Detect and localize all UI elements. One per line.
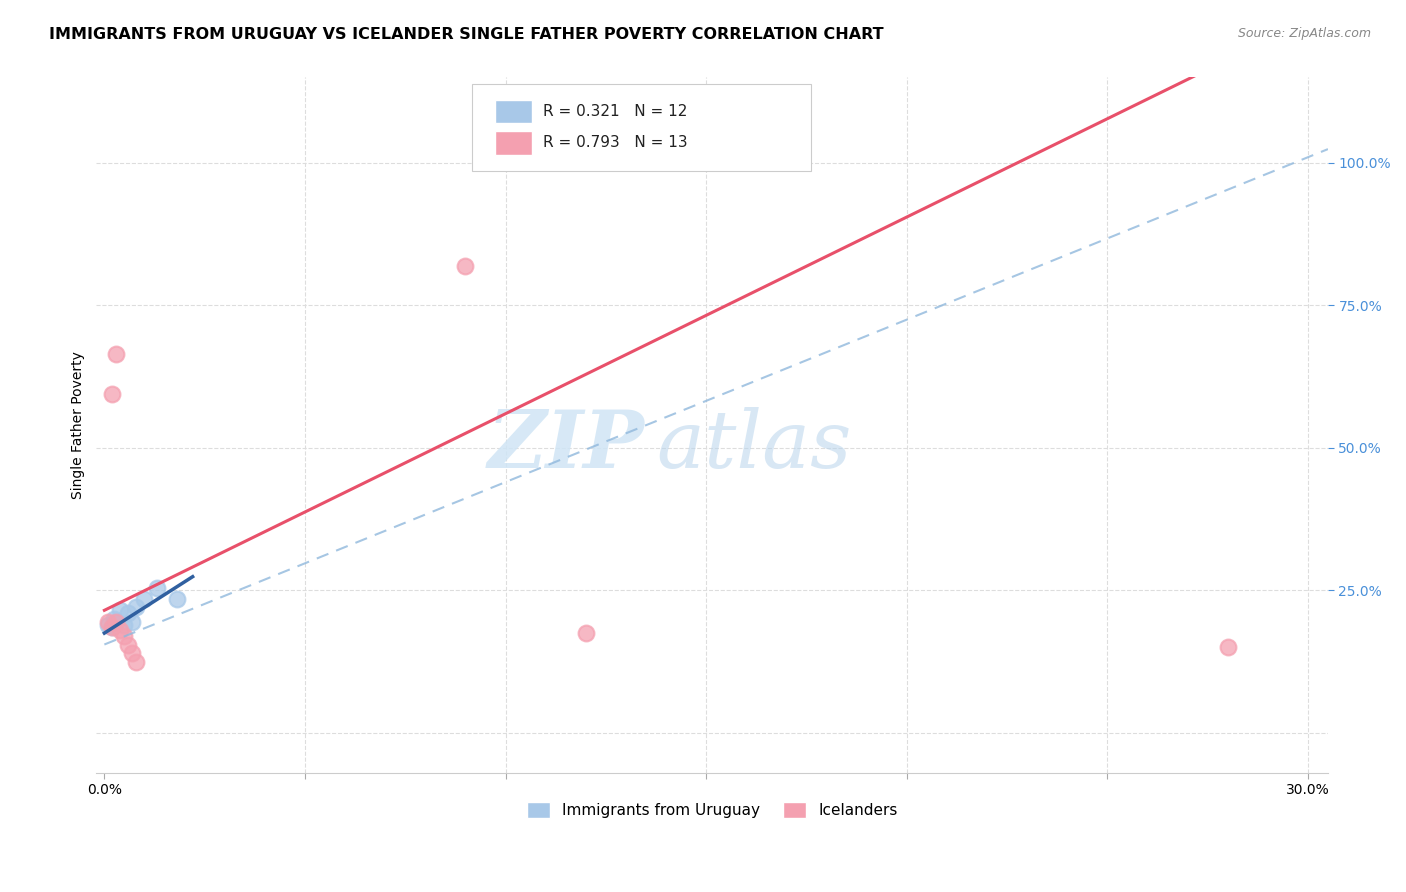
Point: [114, 617, 136, 632]
Point: [105, 615, 128, 629]
Point: [166, 591, 188, 606]
Point: [125, 600, 148, 615]
FancyBboxPatch shape: [472, 85, 811, 171]
Point: [97, 617, 120, 632]
Point: [145, 581, 167, 595]
Point: [1216, 640, 1239, 655]
Point: [114, 629, 136, 643]
Point: [117, 638, 139, 652]
Point: [117, 606, 139, 620]
Point: [105, 615, 128, 629]
Y-axis label: Single Father Poverty: Single Father Poverty: [72, 351, 86, 499]
Text: Source: ZipAtlas.com: Source: ZipAtlas.com: [1237, 27, 1371, 40]
Text: R = 0.321   N = 12: R = 0.321 N = 12: [544, 104, 688, 119]
Point: [134, 591, 156, 606]
Text: atlas: atlas: [657, 407, 852, 484]
Text: ZIP: ZIP: [488, 407, 644, 484]
Point: [101, 620, 124, 634]
Point: [105, 347, 128, 361]
Point: [575, 626, 598, 640]
Point: [103, 612, 125, 626]
Point: [121, 646, 143, 660]
Point: [125, 655, 148, 669]
FancyBboxPatch shape: [495, 100, 533, 123]
Point: [97, 615, 120, 629]
Text: IMMIGRANTS FROM URUGUAY VS ICELANDER SINGLE FATHER POVERTY CORRELATION CHART: IMMIGRANTS FROM URUGUAY VS ICELANDER SIN…: [49, 27, 884, 42]
FancyBboxPatch shape: [495, 131, 533, 154]
Point: [101, 386, 124, 401]
Point: [121, 615, 143, 629]
Point: [454, 259, 477, 273]
Text: R = 0.793   N = 13: R = 0.793 N = 13: [544, 136, 688, 150]
Legend: Immigrants from Uruguay, Icelanders: Immigrants from Uruguay, Icelanders: [520, 796, 904, 824]
Point: [110, 624, 132, 638]
Point: [110, 603, 132, 617]
Point: [101, 620, 124, 634]
